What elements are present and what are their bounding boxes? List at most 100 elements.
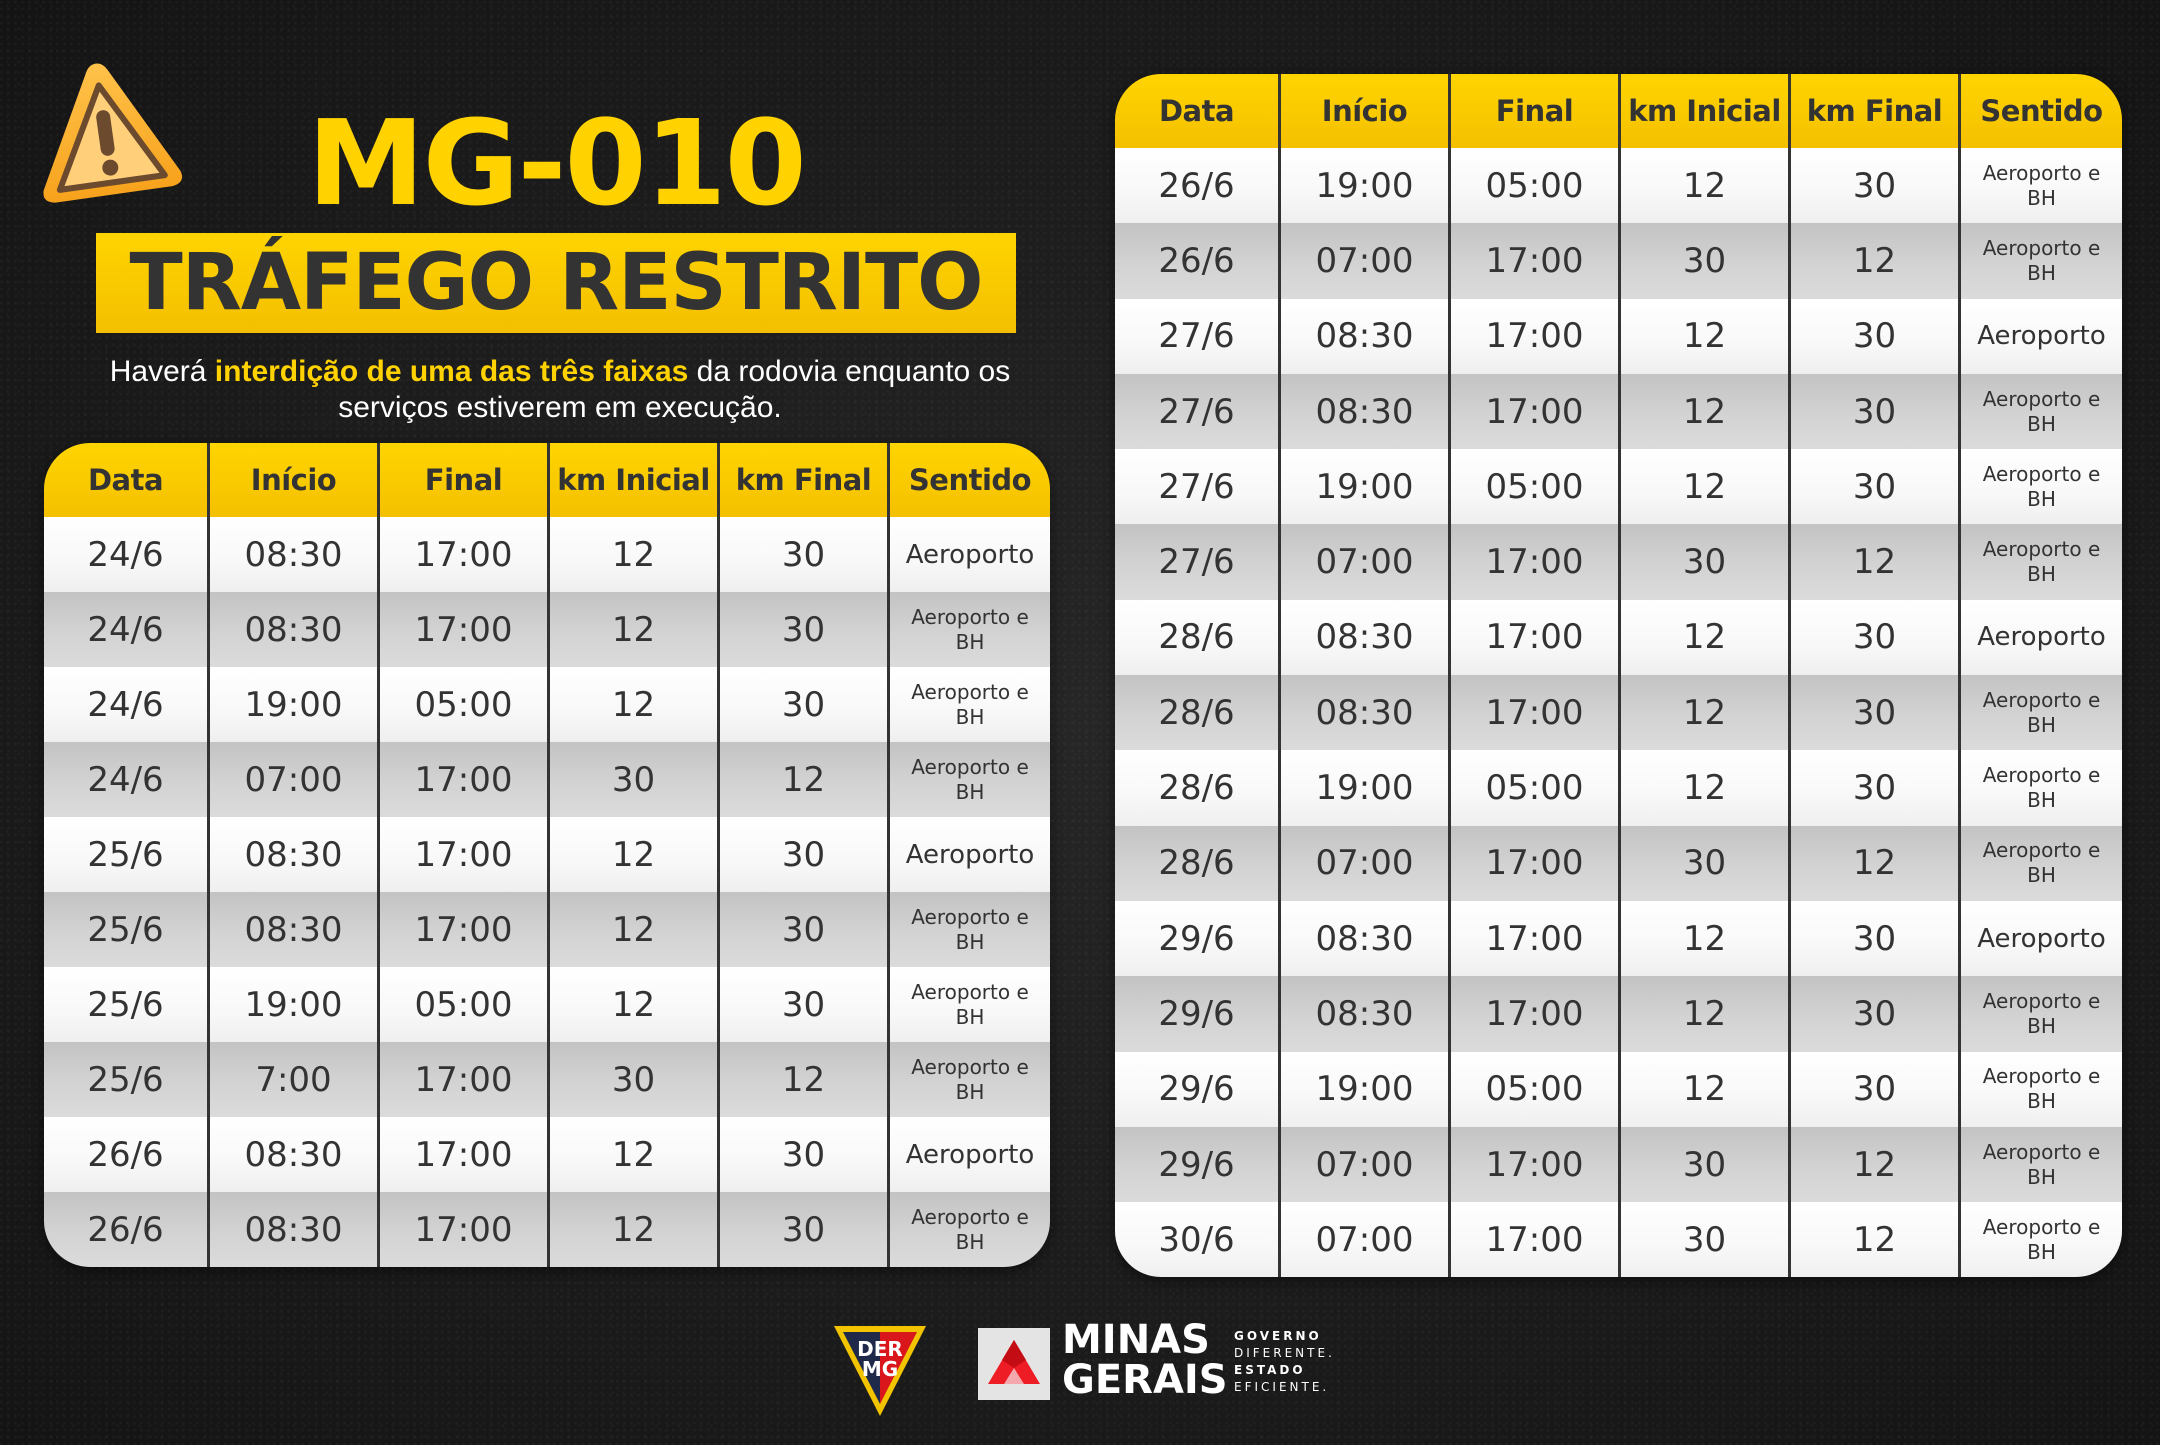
- subtitle-after: da rodovia enquanto os serviços estivere…: [338, 355, 1011, 424]
- cell-date: 29/6: [1158, 918, 1235, 959]
- cell-start: 08:30: [207, 1192, 377, 1267]
- cell-date: 27/6: [1158, 466, 1235, 507]
- cell-km-start: 30: [1618, 1202, 1788, 1278]
- table-row: 27/6 19:00 05:00 12 30 Aeroporto e BH: [1115, 449, 2122, 525]
- cell-direction: Aeroporto: [1958, 900, 2122, 977]
- table-header-row: Data Início Final km Inicial km Final Sentido: [1115, 74, 2122, 148]
- cell-km-end: 12: [1788, 1126, 1958, 1203]
- cell-start: 19:00: [1278, 148, 1448, 224]
- cell-km-end: 30: [1788, 373, 1958, 450]
- column-header-end: Final: [1448, 74, 1618, 148]
- cell-end: 17:00: [377, 1192, 547, 1267]
- table-row: 26/6 19:00 05:00 12 30 Aeroporto e BH: [1115, 148, 2122, 224]
- cell-km-start: 12: [1618, 675, 1788, 751]
- cell-direction: Aeroporto e BH: [887, 1192, 1050, 1267]
- cell-km-end: 30: [1788, 750, 1958, 826]
- cell-end: 17:00: [1448, 976, 1618, 1052]
- cell-date: 29/6: [1158, 1069, 1235, 1110]
- cell-date: 28/6: [1158, 617, 1235, 658]
- column-header-start: Início: [207, 443, 377, 517]
- warning-icon: [20, 45, 189, 214]
- cell-km-start: 12: [547, 1117, 717, 1192]
- cell-direction: Aeroporto e BH: [887, 1042, 1050, 1117]
- cell-direction: Aeroporto e BH: [887, 742, 1050, 817]
- cell-end: 17:00: [377, 1042, 547, 1117]
- cell-km-end: 30: [1788, 1051, 1958, 1127]
- cell-direction: Aeroporto e BH: [1958, 750, 2122, 826]
- subtitle-before: Haverá: [109, 355, 215, 388]
- schedule-table-right: Data Início Final km Inicial km Final Sentido…: [1115, 74, 2122, 1278]
- cell-date: 27/6: [1158, 316, 1235, 357]
- cell-direction: Aeroporto: [887, 817, 1050, 892]
- cell-km-end: 12: [1788, 223, 1958, 299]
- cell-end: 17:00: [1448, 1126, 1618, 1203]
- cell-end: 17:00: [1448, 373, 1618, 450]
- column-header-start: Início: [1278, 74, 1448, 148]
- cell-direction: Aeroporto e BH: [1958, 1051, 2122, 1127]
- cell-km-start: 30: [1618, 223, 1788, 299]
- cell-km-end: 30: [717, 1192, 887, 1267]
- cell-km-end: 12: [717, 1042, 887, 1117]
- column-header-km-start: km Inicial: [1618, 74, 1788, 148]
- cell-km-start: 30: [1618, 1126, 1788, 1203]
- cell-direction: Aeroporto: [1958, 599, 2122, 676]
- cell-end: 17:00: [1448, 524, 1618, 600]
- cell-start: 07:00: [1278, 825, 1448, 901]
- cell-date: 24/6: [87, 609, 164, 650]
- column-header-date: Data: [1158, 94, 1235, 128]
- page-title: MG-010: [307, 94, 807, 232]
- table-row: 25/6 7:00 17:00 30 12 Aeroporto e BH: [44, 1042, 1050, 1117]
- cell-km-start: 12: [547, 667, 717, 742]
- cell-direction: Aeroporto e BH: [1958, 976, 2122, 1052]
- cell-km-end: 30: [1788, 900, 1958, 977]
- cell-direction: Aeroporto e BH: [1958, 1202, 2122, 1278]
- table-row: 29/6 08:30 17:00 12 30 Aeroporto: [1115, 900, 2122, 977]
- cell-km-start: 12: [547, 592, 717, 667]
- column-header-direction: Sentido: [887, 443, 1050, 517]
- cell-date: 26/6: [87, 1134, 164, 1175]
- cell-end: 17:00: [377, 742, 547, 817]
- cell-start: 08:30: [207, 1117, 377, 1192]
- table-row: 28/6 19:00 05:00 12 30 Aeroporto e BH: [1115, 750, 2122, 826]
- minas-gerais-wordmark: MINAS GERAIS: [1062, 1320, 1228, 1400]
- cell-date: 24/6: [87, 684, 164, 725]
- cell-end: 17:00: [377, 592, 547, 667]
- cell-start: 08:30: [207, 592, 377, 667]
- cell-start: 19:00: [207, 667, 377, 742]
- cell-start: 07:00: [207, 742, 377, 817]
- cell-date: 26/6: [1158, 165, 1235, 206]
- cell-km-end: 30: [717, 1117, 887, 1192]
- cell-end: 17:00: [377, 892, 547, 967]
- cell-km-end: 12: [717, 742, 887, 817]
- cell-km-start: 30: [547, 742, 717, 817]
- cell-start: 19:00: [1278, 449, 1448, 525]
- cell-date: 25/6: [87, 1059, 164, 1100]
- table-row: 26/6 08:30 17:00 12 30 Aeroporto: [44, 1117, 1050, 1192]
- cell-date: 25/6: [87, 984, 164, 1025]
- cell-direction: Aeroporto e BH: [1958, 148, 2122, 224]
- cell-km-start: 12: [547, 1192, 717, 1267]
- table-row: 29/6 19:00 05:00 12 30 Aeroporto e BH: [1115, 1051, 2122, 1127]
- wordmark-line2: GERAIS: [1062, 1357, 1228, 1403]
- cell-end: 05:00: [1448, 750, 1618, 826]
- cell-start: 08:30: [1278, 599, 1448, 676]
- cell-km-start: 12: [1618, 148, 1788, 224]
- cell-date: 24/6: [87, 534, 164, 575]
- cell-end: 17:00: [1448, 1202, 1618, 1278]
- subtitle-highlight: interdição de uma das três faixas: [214, 355, 689, 388]
- cell-start: 07:00: [1278, 1126, 1448, 1203]
- tagline-line: DIFERENTE.: [1234, 1346, 1335, 1360]
- cell-km-end: 30: [1788, 298, 1958, 374]
- cell-end: 17:00: [1448, 298, 1618, 374]
- cell-start: 19:00: [1278, 1051, 1448, 1127]
- cell-start: 07:00: [1278, 223, 1448, 299]
- cell-km-start: 12: [547, 817, 717, 892]
- cell-start: 08:30: [1278, 373, 1448, 450]
- table-row: 24/6 08:30 17:00 12 30 Aeroporto: [44, 517, 1050, 592]
- column-header-km-end: km Final: [1788, 74, 1958, 148]
- column-header-km-start: km Inicial: [547, 443, 717, 517]
- cell-km-end: 30: [717, 967, 887, 1042]
- cell-date: 28/6: [1158, 843, 1235, 884]
- cell-date: 26/6: [87, 1209, 164, 1250]
- cell-km-end: 30: [717, 817, 887, 892]
